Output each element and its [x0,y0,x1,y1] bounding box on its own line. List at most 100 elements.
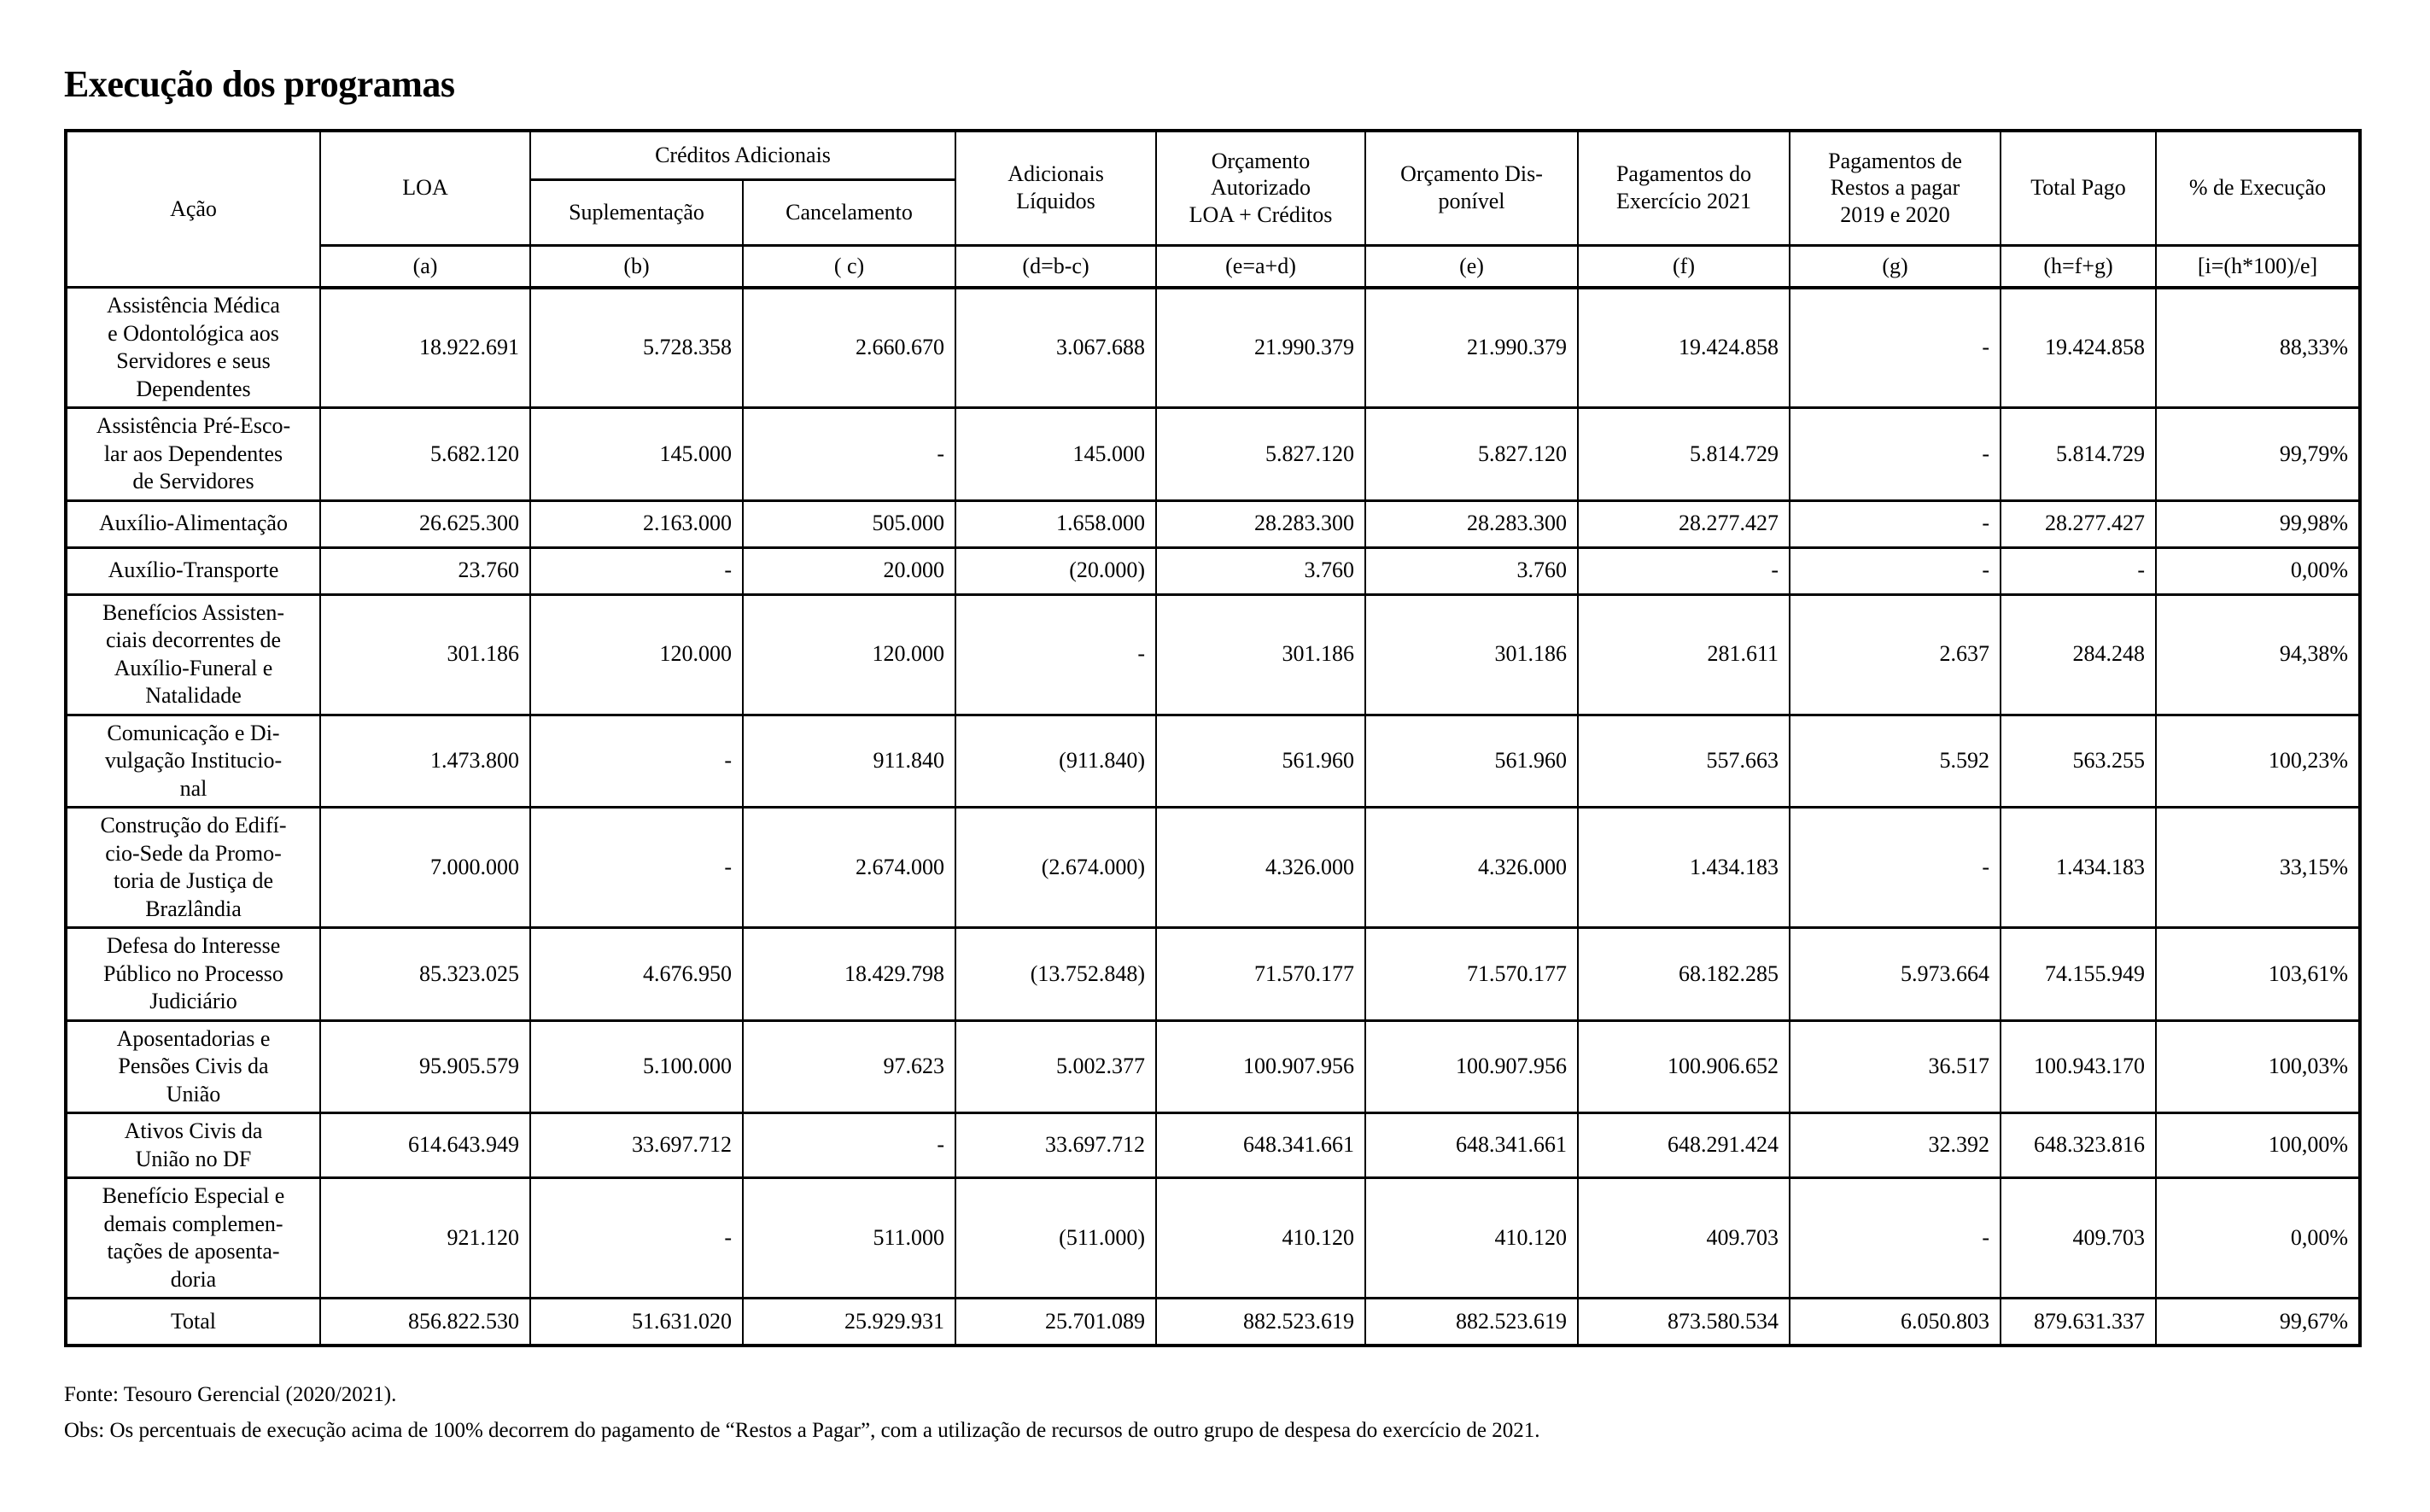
value-cell: 5.973.664 [1789,926,2002,1022]
table-row: Comunicação e Di- vulgação Institucio- n… [65,713,2362,809]
table-row: Aposentadorias e Pensões Civis da União 9… [65,1019,2362,1115]
header-pagamentos-exercicio: Pagamentos do Exercício 2021 [1577,129,1791,247]
value-cell: 5.827.120 [1155,406,1367,502]
column-key-b: (b) [529,243,744,289]
value-cell: 505.000 [741,499,957,549]
value-cell: 99,98% [2155,499,2362,549]
value-cell: 26.625.300 [319,499,531,549]
value-cell: 410.120 [1155,1176,1367,1300]
column-key-e-a-d: (e=a+d) [1155,243,1367,289]
action-cell: Benefício Especial e demais complemen- t… [65,1176,321,1300]
value-cell: 561.960 [1364,713,1580,809]
value-cell: 1.473.800 [319,713,531,809]
value-cell: 32.392 [1789,1112,2002,1180]
value-cell: 51.631.020 [529,1297,744,1347]
value-cell: 410.120 [1364,1176,1580,1300]
action-cell: Auxílio-Alimentação [65,499,321,549]
action-cell: Construção do Edifí- cio-Sede da Promo- … [65,806,321,930]
column-key-e: (e) [1364,243,1580,289]
table-row: Assistência Médica e Odontológica aos Se… [65,286,2362,410]
value-cell: 648.341.661 [1364,1112,1580,1180]
header-acao: Ação [65,129,321,289]
value-cell: 557.663 [1577,713,1791,809]
value-cell: 2.674.000 [741,806,957,930]
value-cell: 25.929.931 [741,1297,957,1347]
value-cell: 1.658.000 [955,499,1158,549]
value-cell: 648.341.661 [1155,1112,1367,1180]
value-cell: 301.186 [319,593,531,716]
value-cell: 0,00% [2155,1176,2362,1300]
value-cell: 74.155.949 [2000,926,2158,1022]
value-cell: 94,38% [2155,593,2362,716]
action-cell: Auxílio-Transporte [65,546,321,596]
value-cell: (511.000) [955,1176,1158,1300]
table-body: Assistência Médica e Odontológica aos Se… [65,286,2362,1347]
header-pagamentos-restos: Pagamentos de Restos a pagar 2019 e 2020 [1789,129,2002,247]
value-cell: (911.840) [955,713,1158,809]
action-cell: Comunicação e Di- vulgação Institucio- n… [65,713,321,809]
value-cell: 882.523.619 [1155,1297,1367,1347]
value-cell: 28.277.427 [1577,499,1791,549]
value-cell: - [1789,499,2002,549]
value-cell: 301.186 [1364,593,1580,716]
value-cell: 100.943.170 [2000,1019,2158,1115]
value-cell: 18.429.798 [741,926,957,1022]
value-cell: (20.000) [955,546,1158,596]
value-cell: - [955,593,1158,716]
value-cell: 284.248 [2000,593,2158,716]
value-cell: - [741,1112,957,1180]
value-cell: 100,03% [2155,1019,2362,1115]
column-key-c: ( c) [741,243,957,289]
value-cell: 2.660.670 [741,286,957,410]
table-head: Ação LOA Créditos Adicionais Adicionais … [65,129,2362,289]
value-cell: - [1789,1176,2002,1300]
value-cell: 88,33% [2155,286,2362,410]
value-cell: 100.907.956 [1155,1019,1367,1115]
value-cell: 5.100.000 [529,1019,744,1115]
value-cell: 873.580.534 [1577,1297,1791,1347]
header-creditos-adicionais: Créditos Adicionais [529,129,957,181]
value-cell: 100,00% [2155,1112,2362,1180]
value-cell: 100,23% [2155,713,2362,809]
value-cell: 95.905.579 [319,1019,531,1115]
value-cell: 511.000 [741,1176,957,1300]
header-loa: LOA [319,129,531,247]
value-cell: 99,79% [2155,406,2362,502]
value-cell: 409.703 [2000,1176,2158,1300]
footer-note: Obs: Os percentuais de execução acima de… [64,1419,1540,1443]
value-cell: 85.323.025 [319,926,531,1022]
value-cell: 3.067.688 [955,286,1158,410]
column-key-h: (h=f+g) [2000,243,2158,289]
page: Execução dos programas Ação LOA Créditos… [64,63,2363,1443]
value-cell: 145.000 [529,406,744,502]
programs-table: Ação LOA Créditos Adicionais Adicionais … [64,128,2363,1348]
header-row-keys: (a) (b) ( c) (d=b-c) (e=a+d) (e) (f) (g)… [66,243,2362,289]
action-cell: Assistência Médica e Odontológica aos Se… [65,286,321,410]
value-cell: 5.728.358 [529,286,744,410]
value-cell: 28.277.427 [2000,499,2158,549]
table-row: Auxílio-Alimentação 26.625.300 2.163.000 50… [65,499,2362,549]
value-cell: 28.283.300 [1364,499,1580,549]
table-row: Benefícios Assisten- ciais decorrentes d… [65,593,2362,716]
header-adicionais-liquidos: Adicionais Líquidos [955,129,1158,247]
value-cell: - [1789,806,2002,930]
column-key-a: (a) [319,243,531,289]
page-title: Execução dos programas [64,63,455,105]
column-key-i: [i=(h*100)/e] [2155,243,2362,289]
value-cell: 409.703 [1577,1176,1791,1300]
value-cell: 301.186 [1155,593,1367,716]
value-cell: (2.674.000) [955,806,1158,930]
value-cell: 18.922.691 [319,286,531,410]
value-cell: 648.291.424 [1577,1112,1791,1180]
header-suplementacao: Suplementação [529,178,744,247]
value-cell: 5.002.377 [955,1019,1158,1115]
value-cell: - [1789,406,2002,502]
value-cell: 5.682.120 [319,406,531,502]
value-cell: 145.000 [955,406,1158,502]
value-cell: 4.326.000 [1155,806,1367,930]
value-cell: 5.592 [1789,713,2002,809]
value-cell: 21.990.379 [1155,286,1367,410]
value-cell: 36.517 [1789,1019,2002,1115]
value-cell: 33.697.712 [955,1112,1158,1180]
header-orcamento-autorizado: Orçamento Autorizado LOA + Créditos [1155,129,1367,247]
